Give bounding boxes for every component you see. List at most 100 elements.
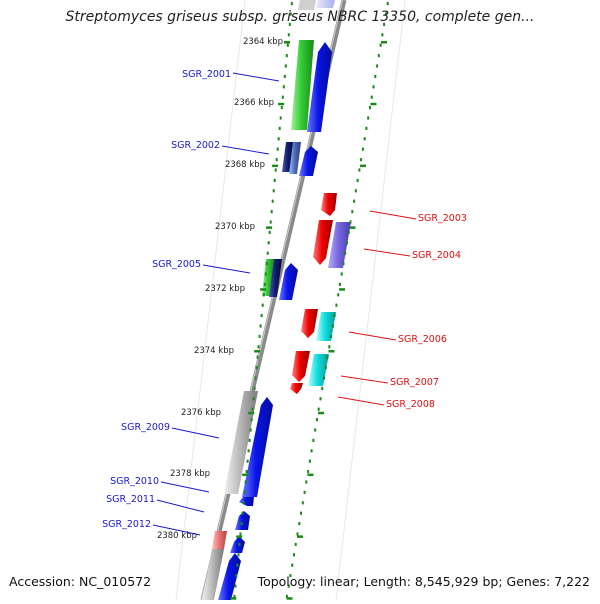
ruler-tick [349, 226, 356, 229]
ruler-dot [315, 418, 318, 422]
gene-sgr-2007-cyan [308, 354, 329, 386]
ruler-dot [252, 397, 255, 401]
tick-label: 2364 kbp [243, 37, 283, 47]
gene-label-sgr-2001[interactable]: SGR_2001 [182, 69, 231, 80]
ruler-tick [284, 41, 290, 44]
ruler-dot [265, 262, 268, 266]
gene-blue-bottom [218, 553, 241, 600]
ruler-dot [321, 386, 324, 390]
ruler-left [230, 2, 293, 600]
genome-summary-text: Topology: linear; Length: 8,545,929 bp; … [257, 574, 590, 589]
ruler-dot [303, 490, 306, 494]
ruler-dot [262, 293, 265, 297]
ruler-dot [367, 116, 370, 120]
ruler-dot [282, 85, 285, 89]
gene-sgr-2001-green [291, 40, 314, 130]
gene-label-sgr-2010[interactable]: SGR_2010 [110, 476, 159, 487]
ruler-dot [258, 334, 261, 338]
tick-label: 2374 kbp [194, 346, 234, 356]
track-edge-left [175, 0, 246, 601]
ruler-right [285, 2, 389, 600]
gene-sgr-2009-gray [224, 391, 258, 494]
ruler-dot [233, 594, 236, 598]
leader-line [152, 524, 201, 536]
gene-label-sgr-2007[interactable]: SGR_2007 [390, 377, 439, 388]
tick-label: 2376 kbp [181, 408, 221, 418]
ruler-dot [379, 43, 382, 47]
ruler-dot [314, 428, 317, 432]
gene-label-sgr-2002[interactable]: SGR_2002 [171, 140, 220, 151]
ruler-dot [266, 251, 269, 255]
ruler-dot [324, 366, 327, 370]
ruler-dot [260, 314, 263, 318]
ruler-dot [244, 480, 247, 484]
ruler-tick [286, 597, 293, 600]
ruler-dot [376, 64, 379, 68]
tick-label: 2380 kbp [157, 531, 197, 541]
ruler-dot [296, 532, 299, 536]
ruler-dot [238, 542, 241, 546]
tick-label: 2372 kbp [205, 284, 245, 294]
ruler-dot [276, 147, 279, 151]
ruler-dot [356, 178, 359, 182]
gene-label-sgr-2003[interactable]: SGR_2003 [418, 213, 467, 224]
ruler-dot [284, 64, 287, 68]
ruler-dot [312, 438, 315, 442]
ruler-dot [354, 189, 357, 193]
ruler-dot [289, 574, 292, 578]
gene-sgr-2012-gray [202, 549, 224, 600]
ruler-dot [239, 532, 242, 536]
ruler-dot [328, 345, 331, 349]
ruler-dot [247, 449, 250, 453]
ruler-dot [287, 33, 290, 37]
leader-line [171, 427, 220, 439]
ruler-dot [267, 241, 270, 245]
gene-label-sgr-2006[interactable]: SGR_2006 [398, 334, 447, 345]
ruler-dot [344, 251, 347, 255]
ruler-dot [254, 376, 257, 380]
ruler-dot [287, 584, 290, 588]
ruler-dot [257, 345, 260, 349]
ruler-dot [246, 459, 249, 463]
leader-line [156, 499, 205, 513]
gene-label-sgr-2012[interactable]: SGR_2012 [102, 519, 151, 530]
ruler-tick [278, 102, 285, 106]
ruler-dot [264, 272, 267, 276]
ruler-tick [297, 535, 303, 538]
leader-line [340, 375, 389, 384]
ruler-dot [261, 303, 264, 307]
gene-sgr-2002-steel [289, 142, 301, 174]
ruler-dot [349, 220, 352, 224]
ruler-dot [275, 158, 278, 162]
ruler-dot [319, 397, 322, 401]
ruler-dot [240, 522, 243, 526]
gene-sgr-2006-cyan [316, 312, 336, 341]
gene-label-sgr-2009[interactable]: SGR_2009 [121, 422, 170, 433]
ruler-tick [381, 41, 387, 44]
leader-line [363, 248, 411, 257]
ruler-dot [259, 324, 262, 328]
gene-label-sgr-2004[interactable]: SGR_2004 [412, 250, 461, 261]
ruler-dot [377, 54, 380, 58]
tick-labels: 2364 kbp 2366 kbp 2368 kbp 2370 kbp 2372… [157, 37, 283, 541]
gene-top-partial [316, 0, 335, 8]
ruler-dot [245, 470, 248, 474]
ruler-tick [272, 164, 279, 168]
ruler-dot [331, 324, 334, 328]
gene-label-sgr-2011[interactable]: SGR_2011 [106, 494, 155, 505]
ruler-dot [323, 376, 325, 380]
gene-sgr-2009-blue [242, 397, 273, 497]
ruler-dot [369, 106, 371, 110]
gene-sgr-2012-blue [230, 536, 245, 553]
gene-label-sgr-2008[interactable]: SGR_2008 [386, 399, 435, 410]
ruler-dot [251, 407, 254, 411]
gene-label-sgr-2005[interactable]: SGR_2005 [152, 259, 201, 270]
ruler-dot [255, 366, 258, 370]
ruler-dot [294, 542, 297, 546]
gene-sgr-2012-pink [212, 531, 227, 549]
gene-sgr-2006-red [301, 309, 318, 338]
gene-labels-left: SGR_2001 SGR_2002 SGR_2005 SGR_2009 SGR_… [102, 69, 280, 536]
leader-line [232, 72, 280, 82]
gene-sgr-2005-navy [269, 259, 282, 297]
